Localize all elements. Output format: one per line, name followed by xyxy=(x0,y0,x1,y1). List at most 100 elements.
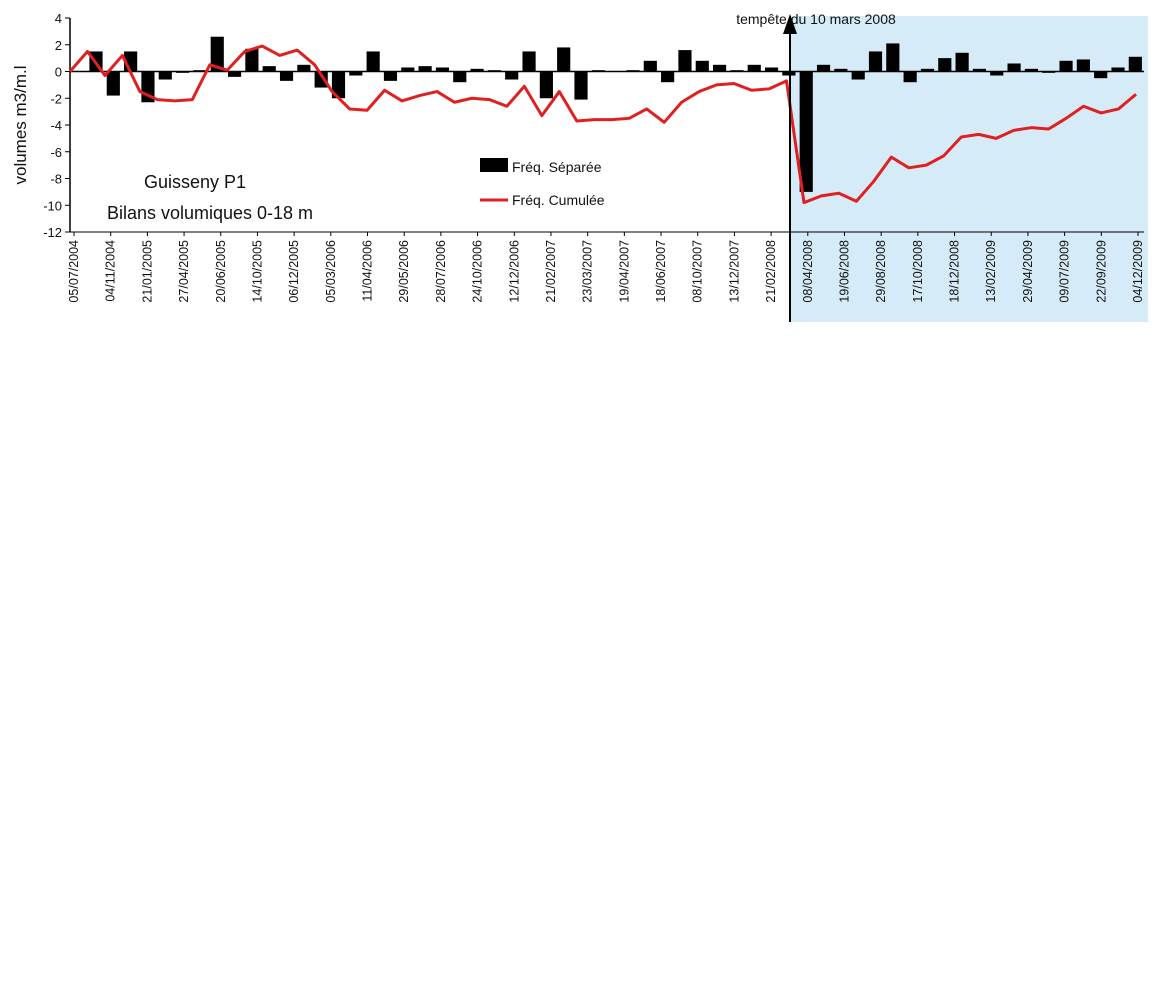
x-tick-label: 20/06/2005 xyxy=(214,240,228,303)
bar xyxy=(903,71,917,83)
y-tick-label: 4 xyxy=(55,11,62,26)
x-tick-label: 29/08/2008 xyxy=(874,240,888,303)
bar xyxy=(972,68,987,72)
bar xyxy=(314,71,328,88)
bar xyxy=(713,64,727,72)
y-tick-label: -10 xyxy=(43,198,62,213)
bar xyxy=(938,58,952,72)
bar xyxy=(418,66,432,72)
panel-1: 4 2 0 -2 -4 -6 -8 -10 -12 05/07/2004 04/11/2004 21/… xyxy=(11,11,1148,322)
bar xyxy=(1111,67,1125,72)
bar xyxy=(401,67,415,72)
bar xyxy=(158,71,172,80)
bar xyxy=(764,67,779,72)
x-tick-label: 08/10/2007 xyxy=(691,240,705,303)
bar xyxy=(868,51,883,72)
bar xyxy=(227,71,242,77)
bar xyxy=(245,48,259,72)
x-tick-label: 18/06/2007 xyxy=(654,240,668,303)
bar xyxy=(505,71,519,80)
x-tick-label: 28/07/2006 xyxy=(434,240,448,303)
x-tick-label: 29/04/2009 xyxy=(1021,240,1035,303)
bar xyxy=(990,71,1004,76)
x-tick-label: 05/03/2006 xyxy=(324,240,338,303)
bar xyxy=(1076,59,1090,72)
bar xyxy=(297,64,311,72)
x-tick-label: 06/12/2005 xyxy=(287,240,301,303)
bar xyxy=(782,71,796,76)
x-tick-label: 23/03/2007 xyxy=(581,240,595,303)
x-tick-label: 17/10/2008 xyxy=(911,240,925,303)
bar xyxy=(383,71,398,81)
bar xyxy=(279,71,294,81)
bar xyxy=(1007,63,1021,72)
bar xyxy=(1059,60,1073,72)
y-tick-label: -8 xyxy=(50,172,62,187)
x-tick-label: 04/12/2009 xyxy=(1131,240,1145,303)
bar xyxy=(106,71,120,96)
bar xyxy=(262,66,276,72)
bar xyxy=(331,71,346,99)
x-tick-label: 05/07/2004 xyxy=(67,240,81,303)
x-tick-label: 27/04/2005 xyxy=(177,240,191,303)
bar xyxy=(470,68,484,72)
y-tick-label: 2 xyxy=(55,38,62,53)
x-tick-label: 18/12/2008 xyxy=(948,240,962,303)
x-tick-label: 13/12/2007 xyxy=(727,240,741,303)
bar xyxy=(539,71,553,99)
bar xyxy=(349,71,363,76)
legend-bar-label: Fréq. Séparée xyxy=(512,159,602,175)
x-tick-label: 14/10/2005 xyxy=(250,240,264,303)
x-tick-label: 21/02/2007 xyxy=(544,240,558,303)
bar xyxy=(557,47,571,72)
x-tick-label: 29/05/2006 xyxy=(397,240,411,303)
bar xyxy=(574,71,588,100)
x-tick-label: 19/06/2008 xyxy=(837,240,851,303)
bar xyxy=(661,71,675,83)
bar xyxy=(522,51,536,72)
storm-annotation: tempête du 10 mars 2008 xyxy=(736,11,896,27)
y-tick-label: -2 xyxy=(50,91,62,106)
bar xyxy=(747,64,761,72)
bar xyxy=(453,71,467,83)
x-tick-label: 04/11/2004 xyxy=(104,240,118,302)
x-tick-label: 19/04/2007 xyxy=(617,240,631,303)
y-tick-label: 0 xyxy=(55,65,62,80)
bar xyxy=(1128,56,1142,72)
bar xyxy=(886,43,900,72)
x-tick-label: 08/04/2008 xyxy=(801,240,815,303)
bar xyxy=(366,51,380,72)
x-tick-label: 13/02/2009 xyxy=(984,240,998,303)
bar xyxy=(851,71,865,80)
bar xyxy=(643,60,657,72)
bar xyxy=(695,60,709,72)
x-tick-label: 09/07/2009 xyxy=(1058,240,1072,303)
legend-line-label: Fréq. Cumulée xyxy=(512,192,605,208)
bar xyxy=(210,36,224,72)
bar xyxy=(678,50,692,72)
bar xyxy=(834,68,848,72)
x-tick-label: 21/01/2005 xyxy=(140,240,154,303)
bar xyxy=(1094,71,1108,79)
bar xyxy=(816,64,831,72)
y-tick-label: -6 xyxy=(50,145,62,160)
bar xyxy=(955,52,969,72)
bar xyxy=(799,71,813,192)
panel-title: Guisseny P1 xyxy=(144,172,246,192)
bar xyxy=(920,68,935,72)
x-tick-label: 11/04/2006 xyxy=(361,240,375,302)
y-tick-label: -12 xyxy=(43,225,62,240)
x-tick-label: 12/12/2006 xyxy=(507,240,521,303)
cumulative-line xyxy=(68,44,1137,205)
bar xyxy=(1024,68,1038,72)
y-tick-label: -4 xyxy=(50,118,62,133)
legend-bar-swatch xyxy=(480,158,508,172)
panel-subtitle: Bilans volumiques 0-18 m xyxy=(107,203,313,223)
bar xyxy=(435,67,450,72)
x-tick-label: 24/10/2006 xyxy=(471,240,485,303)
y-axis-label: volumes m3/m.l xyxy=(11,65,30,184)
x-tick-label: 22/09/2009 xyxy=(1094,240,1108,303)
x-tick-label: 21/02/2008 xyxy=(764,240,778,303)
storm-arrowhead xyxy=(783,14,797,34)
